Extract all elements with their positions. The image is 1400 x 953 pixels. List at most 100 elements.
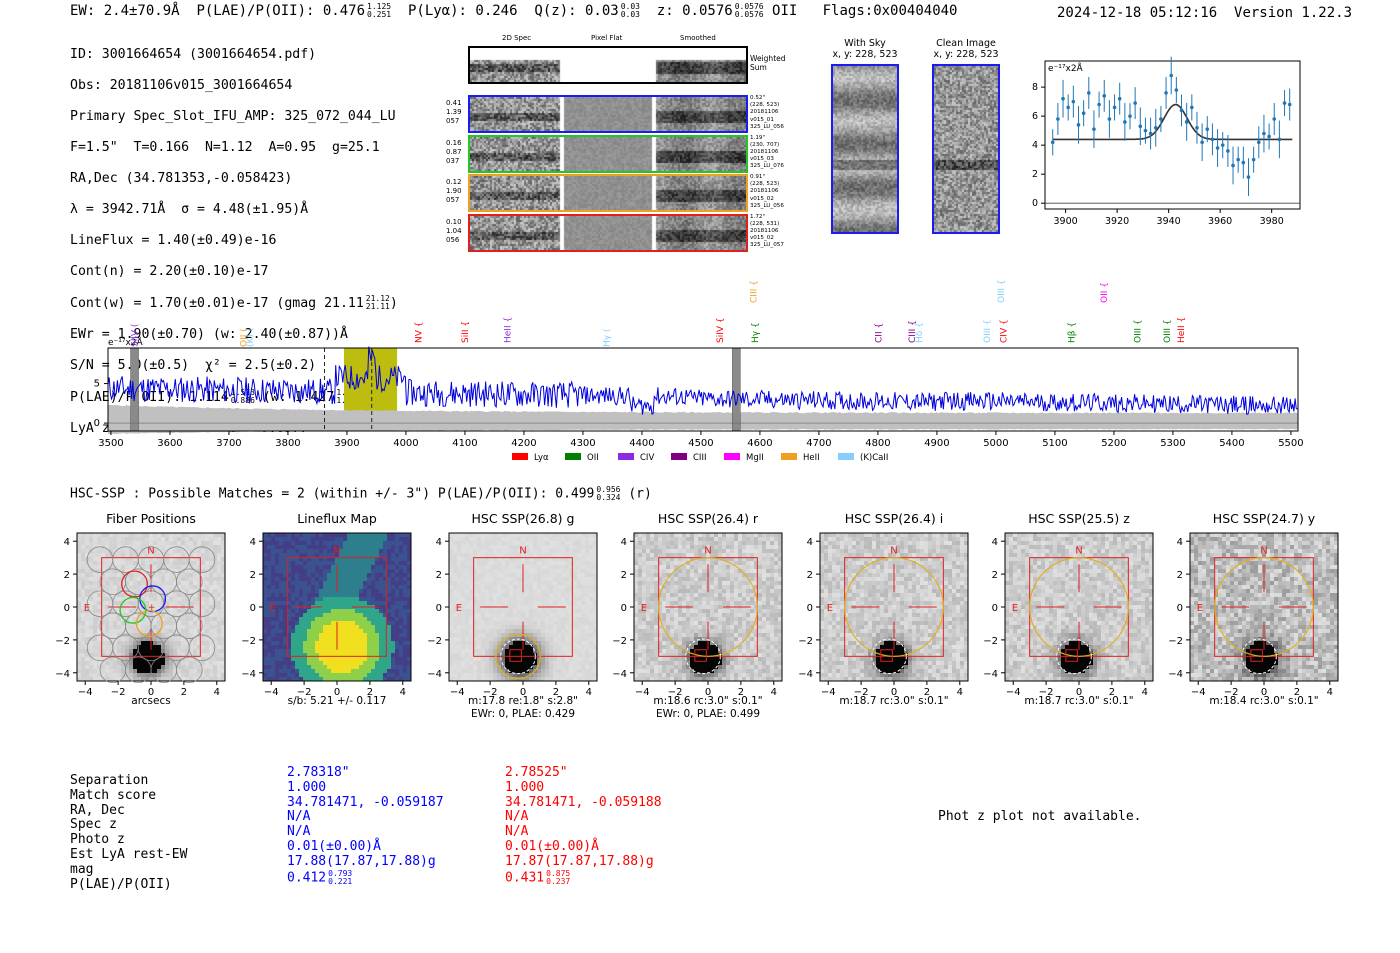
cutout-pixel — [561, 541, 565, 545]
cutout-pixel — [581, 669, 585, 673]
cutout-pixel — [469, 533, 473, 537]
cutout-pixel — [593, 537, 597, 541]
cutout-pixel — [638, 577, 642, 581]
cutout-pixel — [165, 665, 169, 669]
fiber-left-label: 0.12 1.90 057 — [446, 178, 462, 204]
fiber-circle — [176, 656, 203, 684]
cutout-pixel — [545, 553, 549, 557]
zoom-data-point — [1200, 140, 1204, 145]
lineflux-pixel — [407, 633, 411, 637]
cutout-pixel — [97, 629, 101, 633]
lineflux-pixel — [287, 661, 291, 665]
lineflux-pixel — [371, 669, 375, 673]
cutout-pixel — [489, 665, 493, 669]
cutout-pixel — [553, 561, 557, 565]
cutout-pixel — [545, 669, 549, 673]
cutout-pixel — [157, 637, 161, 641]
cutout-pixel — [205, 645, 209, 649]
lineflux-pixel — [283, 669, 287, 673]
lineflux-pixel — [295, 585, 299, 589]
cutout-pixel — [193, 545, 197, 549]
lineflux-pixel — [263, 581, 267, 585]
cutout-pixel — [573, 601, 577, 605]
cutout-pixel — [509, 657, 513, 661]
cutout-pixel — [469, 629, 473, 633]
cutout-pixel — [461, 577, 465, 581]
lineflux-pixel — [399, 621, 403, 625]
cutout-pixel — [181, 669, 185, 673]
cutout-pixel — [758, 553, 762, 557]
cutout-pixel — [161, 625, 165, 629]
cutout-pixel — [682, 553, 686, 557]
lineflux-pixel — [335, 661, 339, 665]
cutout-pixel — [105, 561, 109, 565]
zoom-data-point — [1195, 125, 1199, 130]
lineflux-pixel — [303, 665, 307, 669]
cutout-pixel — [742, 569, 746, 573]
lineflux-pixel — [371, 573, 375, 577]
lineflux-pixel — [343, 657, 347, 661]
cutout-pixel — [754, 561, 758, 565]
cutout-pixel — [581, 585, 585, 589]
cutout-pixel — [493, 601, 497, 605]
cutout-pixel — [81, 585, 85, 589]
cutout-pixel — [573, 561, 577, 565]
lineflux-pixel — [407, 565, 411, 569]
cutout-pixel — [457, 661, 461, 665]
lineflux-pixel — [367, 645, 371, 649]
lineflux-pixel — [331, 597, 335, 601]
lineflux-pixel — [371, 609, 375, 613]
cutout-pixel — [161, 581, 165, 585]
lineflux-pixel — [307, 553, 311, 557]
lineflux-pixel — [351, 561, 355, 565]
cutout-pixel — [165, 621, 169, 625]
lineflux-pixel — [339, 645, 343, 649]
cutout-pixel — [646, 581, 650, 585]
lineflux-pixel — [395, 665, 399, 669]
spectrum-xtick-label: 4700 — [806, 438, 831, 449]
cutout-pixel — [493, 557, 497, 561]
fiber-left-label: 0.16 0.87 037 — [446, 138, 462, 165]
cutout-pixel — [493, 545, 497, 549]
lineflux-pixel — [311, 565, 315, 569]
cutout-pixel — [209, 533, 213, 537]
spectrum-xtick-label: 4400 — [629, 438, 654, 449]
zoom-data-point — [1061, 96, 1065, 101]
cutout-pixel — [573, 545, 577, 549]
cutout-pixel — [509, 565, 513, 569]
cutout-pixel — [505, 545, 509, 549]
cutout-pixel — [461, 649, 465, 653]
lineflux-pixel — [355, 549, 359, 553]
lineflux-pixel — [311, 533, 315, 537]
lineflux-pixel — [379, 661, 383, 665]
cutout-pixel — [569, 637, 573, 641]
cutout-pixel — [453, 557, 457, 561]
cutout-pixel — [565, 597, 569, 601]
lineflux-pixel — [323, 557, 327, 561]
cutout-pixel — [505, 633, 509, 637]
cutout-pixel — [517, 673, 521, 677]
cutout-pixel — [581, 553, 585, 557]
lineflux-pixel — [375, 597, 379, 601]
cutout-pixel — [690, 581, 694, 585]
cutout-pixel — [97, 613, 101, 617]
lineflux-pixel — [355, 617, 359, 621]
lineflux-pixel — [327, 605, 331, 609]
cutout-pixel — [113, 641, 117, 645]
cutout-pixel — [489, 661, 493, 665]
cutout-pixel — [177, 557, 181, 561]
cutout-pixel — [85, 605, 89, 609]
cutout-pixel — [718, 561, 722, 565]
cutout-pixel — [569, 669, 573, 673]
cutout-pixel — [573, 581, 577, 585]
lineflux-pixel — [279, 657, 283, 661]
lineflux-pixel — [315, 553, 319, 557]
spec2d-stamp-canvas — [470, 176, 746, 210]
lineflux-pixel — [355, 561, 359, 565]
cutout-pixel — [105, 545, 109, 549]
cutout-pixel — [766, 565, 770, 569]
cutout-pixel — [485, 613, 489, 617]
cutout-pixel — [93, 565, 97, 569]
cutout-pixel — [169, 617, 173, 621]
cutout-pixel — [177, 565, 181, 569]
